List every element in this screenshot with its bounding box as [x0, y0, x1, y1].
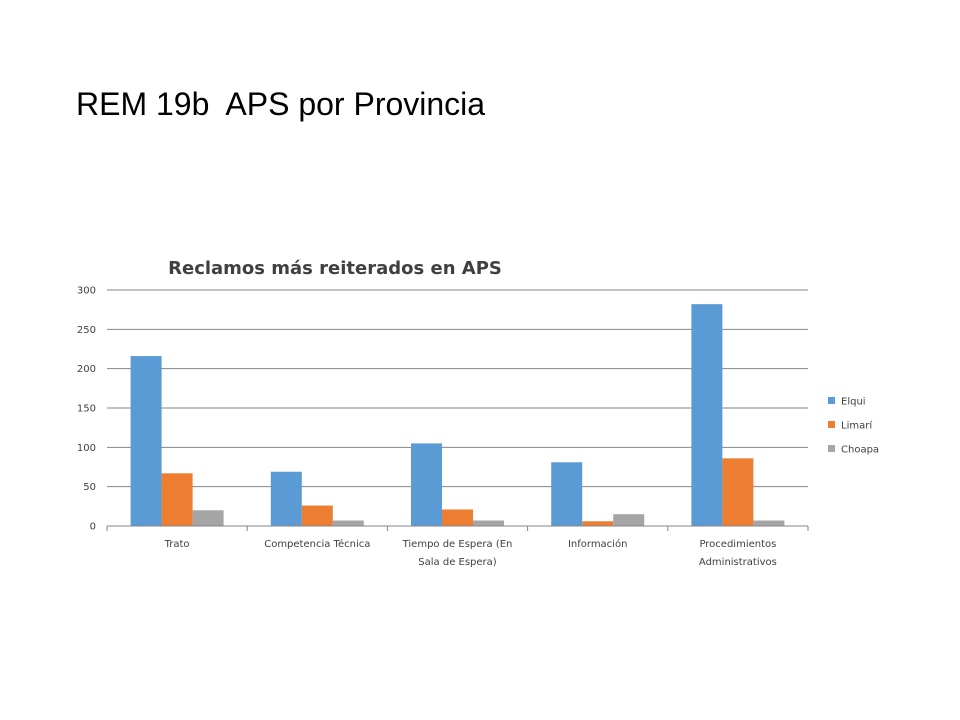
bar-limarí-3	[582, 521, 614, 526]
x-tick-label: Tiempo de Espera (En	[402, 539, 513, 550]
y-tick-label: 100	[77, 443, 96, 454]
bar-elqui-3	[551, 462, 583, 526]
x-tick-label: Competencia Técnica	[264, 538, 370, 550]
bar-elqui-2	[411, 443, 442, 526]
legend-label: Elqui	[841, 397, 866, 408]
x-tick-label: Sala de Espera)	[418, 557, 497, 568]
bar-elqui-4	[691, 304, 723, 526]
y-tick-label: 50	[83, 482, 96, 493]
y-tick-label: 150	[77, 404, 96, 415]
y-tick-label: 300	[77, 286, 96, 297]
bar-limarí-0	[161, 473, 193, 526]
x-tick-label: Trato	[164, 539, 190, 550]
bar-elqui-0	[130, 356, 162, 526]
bar-choapa-1	[332, 520, 364, 526]
legend-swatch-limarí	[828, 421, 835, 428]
y-axis-tick-labels: 0 50 100 150 200 250 300	[77, 286, 96, 533]
legend-label: Choapa	[841, 445, 879, 456]
slide-title: REM 19b APS por Provincia	[76, 86, 486, 122]
y-tick-label: 0	[90, 522, 96, 533]
bars	[130, 304, 785, 526]
bar-choapa-4	[753, 520, 785, 526]
legend-swatch-choapa	[828, 445, 835, 452]
x-tick-label: Información	[568, 538, 627, 550]
legend: Elqui Limarí Choapa	[828, 397, 879, 456]
legend-swatch-elqui	[828, 397, 835, 404]
bar-limarí-1	[301, 505, 333, 526]
chart-title: Reclamos más reiterados en APS	[168, 258, 502, 279]
bar-limarí-4	[722, 458, 754, 526]
bar-choapa-3	[613, 514, 645, 526]
x-axis	[106, 525, 809, 531]
y-tick-label: 250	[77, 325, 96, 336]
x-axis-tick-labels: Trato Competencia Técnica Tiempo de Espera…	[164, 538, 777, 568]
bar-choapa-0	[192, 510, 224, 526]
gridlines	[107, 289, 808, 488]
x-tick-label: Administrativos	[699, 557, 777, 568]
bar-elqui-1	[270, 471, 302, 526]
bar-choapa-2	[473, 520, 504, 526]
y-tick-label: 200	[77, 364, 96, 375]
legend-label: Limarí	[841, 420, 873, 432]
bar-limarí-2	[442, 509, 473, 526]
x-tick-label: Procedimientos	[699, 539, 776, 550]
